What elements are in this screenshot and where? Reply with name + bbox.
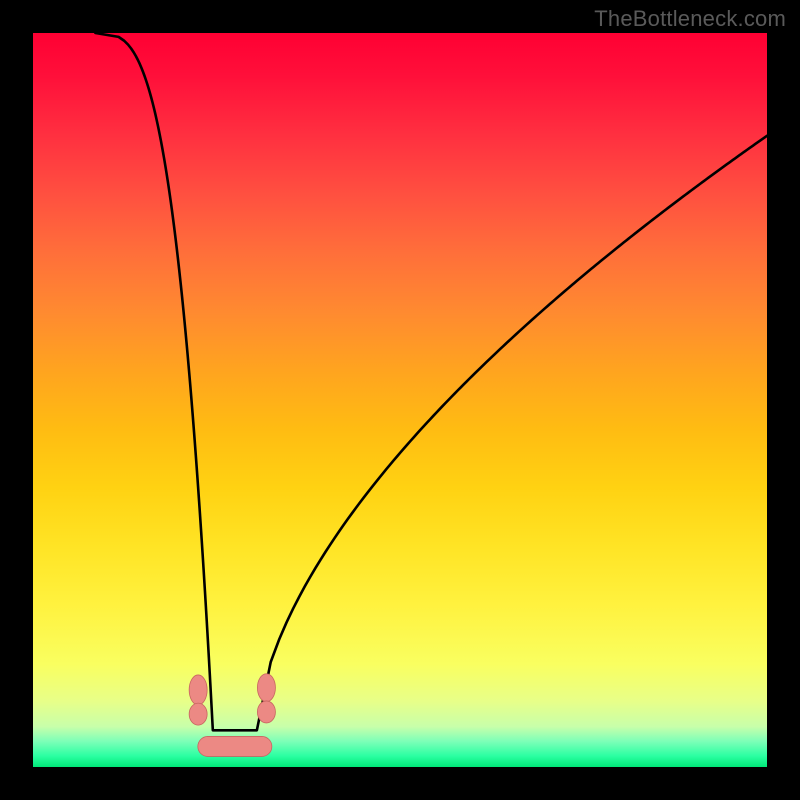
marker-capsule <box>189 675 207 705</box>
marker-bottom-lozenge <box>198 736 272 756</box>
curve-svg <box>33 33 767 767</box>
markers-group <box>189 674 275 757</box>
marker-capsule <box>257 701 275 723</box>
plot-area <box>33 33 767 767</box>
marker-capsule <box>189 703 207 725</box>
marker-capsule <box>257 674 275 702</box>
watermark-text: TheBottleneck.com <box>594 6 786 32</box>
bottleneck-curve <box>95 33 767 730</box>
